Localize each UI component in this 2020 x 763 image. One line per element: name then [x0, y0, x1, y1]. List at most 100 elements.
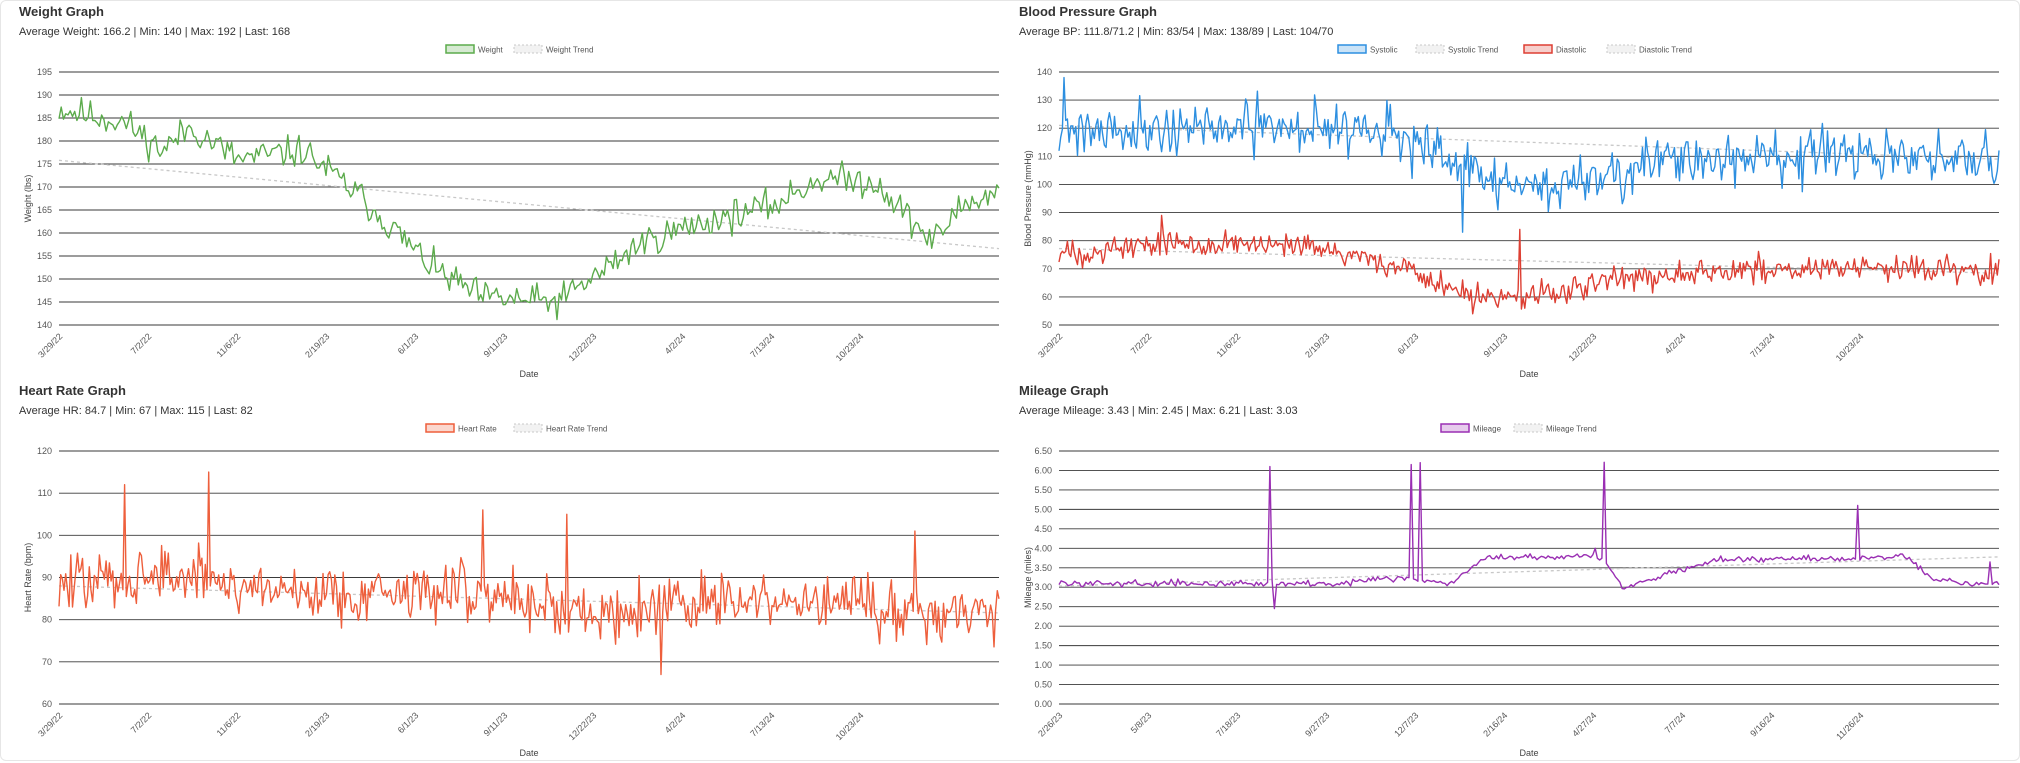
- y-tick-label: 165: [37, 205, 52, 215]
- y-tick-label: 140: [37, 320, 52, 330]
- heart-rate-graph-title: Heart Rate Graph: [19, 383, 126, 398]
- x-tick-label: 9/11/23: [482, 710, 510, 738]
- x-tick-label: 12/22/23: [567, 710, 599, 742]
- weight-trend-line-0: [58, 159, 1000, 250]
- x-tick-label: 2/19/23: [303, 710, 331, 738]
- mileage-chart: Mileage Mileage Trend 0.00 0.50 1.00 1.50 2.00…: [1023, 423, 2000, 758]
- x-tick-label: 4/2/24: [663, 710, 688, 735]
- blood-pressure-x-axis-label: Date: [1519, 369, 1538, 379]
- legend-label-systolic[interactable]: Systolic: [1370, 46, 1398, 55]
- legend-label-mileage[interactable]: Mileage: [1473, 425, 1502, 434]
- y-tick-label: 1.00: [1034, 660, 1052, 670]
- y-tick-label: 4.50: [1034, 524, 1052, 534]
- y-tick-label: 90: [42, 573, 52, 583]
- blood-pressure-y-axis-label: Blood Pressure (mmHg): [1023, 150, 1033, 247]
- heart-rate-panel: Heart Rate Graph Average HR: 84.7 | Min:…: [19, 383, 1004, 758]
- heart-rate-series-line-0[interactable]: [58, 471, 1000, 676]
- y-tick-label: 60: [1042, 292, 1052, 302]
- blood-pressure-series-line-1[interactable]: [1058, 214, 2000, 315]
- mileage-summary: Average Mileage: 3.43 | Min: 2.45 | Max:…: [1019, 405, 1298, 417]
- x-tick-label: 4/2/24: [1663, 331, 1688, 356]
- y-tick-label: 70: [1042, 264, 1052, 274]
- legend-label-weight[interactable]: Weight: [478, 46, 504, 55]
- blood-pressure-chart: Systolic Systolic Trend Diastolic Diastolic…: [1023, 44, 2000, 379]
- legend-swatch-weight-trend[interactable]: [513, 44, 543, 54]
- y-tick-label: 170: [37, 182, 52, 192]
- legend-label-weight-trend[interactable]: Weight Trend: [546, 46, 593, 55]
- x-tick-label: 7/2/22: [1129, 331, 1154, 356]
- y-tick-label: 70: [42, 657, 52, 667]
- y-tick-label: 155: [37, 251, 52, 261]
- x-tick-label: 11/26/24: [1834, 710, 1865, 741]
- y-tick-label: 110: [1038, 151, 1052, 161]
- mileage-series-line-0[interactable]: [1058, 461, 2000, 610]
- x-tick-label: 7/2/22: [129, 331, 154, 356]
- legend-label-diastolic[interactable]: Diastolic: [1556, 46, 1586, 55]
- x-tick-label: 7/18/23: [1214, 710, 1242, 738]
- y-tick-label: 6.00: [1034, 465, 1052, 475]
- y-tick-label: 185: [37, 113, 52, 123]
- legend-swatch-mileage-trend[interactable]: [1513, 423, 1543, 433]
- mileage-panel: Mileage Graph Average Mileage: 3.43 | Mi…: [1019, 383, 2004, 758]
- weight-panel: Weight Graph Average Weight: 166.2 | Min…: [19, 4, 1004, 379]
- x-tick-label: 7/13/24: [748, 331, 776, 359]
- x-tick-label: 10/23/24: [834, 710, 866, 742]
- y-tick-label: 2.50: [1034, 602, 1052, 612]
- x-tick-label: 7/13/24: [748, 710, 776, 738]
- blood-pressure-gridlines: 50 60 70 80 90 100 110 120 130 140: [1037, 67, 1999, 330]
- mileage-gridlines: 0.00 0.50 1.00 1.50 2.00 2.50 3.00 3.50 4.00 4.50…: [1034, 446, 1999, 709]
- y-tick-label: 1.50: [1034, 641, 1052, 651]
- legend-swatch-systolic[interactable]: [1337, 44, 1367, 54]
- blood-pressure-x-ticks: 3/29/22 7/2/22 11/6/22 2/19/23 6/1/23 9/11/23…: [1036, 331, 1865, 363]
- blood-pressure-summary: Average BP: 111.8/71.2 | Min: 83/54 | Ma…: [1019, 26, 1334, 38]
- legend-swatch-heart-rate[interactable]: [425, 423, 455, 433]
- weight-x-axis-label: Date: [519, 369, 538, 379]
- weight-y-axis-label: Weight (lbs): [23, 175, 33, 223]
- x-tick-label: 10/23/24: [834, 331, 866, 363]
- legend-swatch-weight[interactable]: [445, 44, 475, 54]
- x-tick-label: 11/6/22: [1215, 331, 1243, 359]
- y-tick-label: 100: [1037, 179, 1052, 189]
- x-tick-label: 3/29/22: [36, 710, 64, 738]
- y-tick-label: 90: [1042, 208, 1052, 218]
- x-tick-label: 7/2/22: [129, 710, 154, 735]
- blood-pressure-series-line-0[interactable]: [1058, 76, 2000, 233]
- weight-graph-title: Weight Graph: [19, 4, 104, 19]
- legend-swatch-diastolic[interactable]: [1523, 44, 1553, 54]
- legend-label-mileage-trend[interactable]: Mileage Trend: [1546, 425, 1597, 434]
- legend-swatch-heart-rate-trend[interactable]: [513, 423, 543, 433]
- y-tick-label: 160: [37, 228, 52, 238]
- x-tick-label: 11/6/22: [215, 710, 243, 738]
- y-tick-label: 150: [37, 274, 52, 284]
- weight-x-ticks: 3/29/22 7/2/22 11/6/22 2/19/23 6/1/23 9/11/23…: [36, 331, 865, 363]
- mileage-graph-title: Mileage Graph: [1019, 383, 1109, 398]
- mileage-y-axis-label: Mileage (miles): [1023, 547, 1033, 608]
- weight-summary: Average Weight: 166.2 | Min: 140 | Max: …: [19, 26, 291, 38]
- x-tick-label: 6/1/23: [396, 331, 421, 356]
- y-tick-label: 130: [1037, 95, 1052, 105]
- legend-label-diastolic-trend[interactable]: Diastolic Trend: [1639, 46, 1692, 55]
- heart-rate-chart: Heart Rate Heart Rate Trend 60 70 80 90 100 110…: [23, 423, 1000, 758]
- legend-label-systolic-trend[interactable]: Systolic Trend: [1448, 46, 1498, 55]
- legend-swatch-systolic-trend[interactable]: [1415, 44, 1445, 54]
- weight-legend: Weight Weight Trend: [445, 44, 593, 55]
- mileage-trend-line-0: [1058, 556, 2000, 587]
- y-tick-label: 110: [38, 488, 52, 498]
- y-tick-label: 80: [1042, 236, 1052, 246]
- blood-pressure-panel: Blood Pressure Graph Average BP: 111.8/7…: [1019, 4, 2004, 379]
- heart-rate-x-ticks: 3/29/22 7/2/22 11/6/22 2/19/23 6/1/23 9/11/23…: [36, 710, 865, 742]
- legend-swatch-diastolic-trend[interactable]: [1606, 44, 1636, 54]
- y-tick-label: 175: [37, 159, 52, 169]
- heart-rate-y-axis-label: Heart Rate (bpm): [23, 543, 33, 613]
- legend-swatch-mileage[interactable]: [1440, 423, 1470, 433]
- x-tick-label: 9/27/23: [1303, 710, 1331, 738]
- legend-label-heart-rate[interactable]: Heart Rate: [458, 425, 497, 434]
- x-tick-label: 7/13/24: [1748, 331, 1776, 359]
- heart-rate-legend: Heart Rate Heart Rate Trend: [425, 423, 607, 434]
- y-tick-label: 3.50: [1034, 563, 1052, 573]
- y-tick-label: 5.50: [1034, 485, 1052, 495]
- weight-series-line-0[interactable]: [58, 96, 1000, 321]
- y-tick-label: 4.00: [1034, 543, 1052, 553]
- legend-label-heart-rate-trend[interactable]: Heart Rate Trend: [546, 425, 607, 434]
